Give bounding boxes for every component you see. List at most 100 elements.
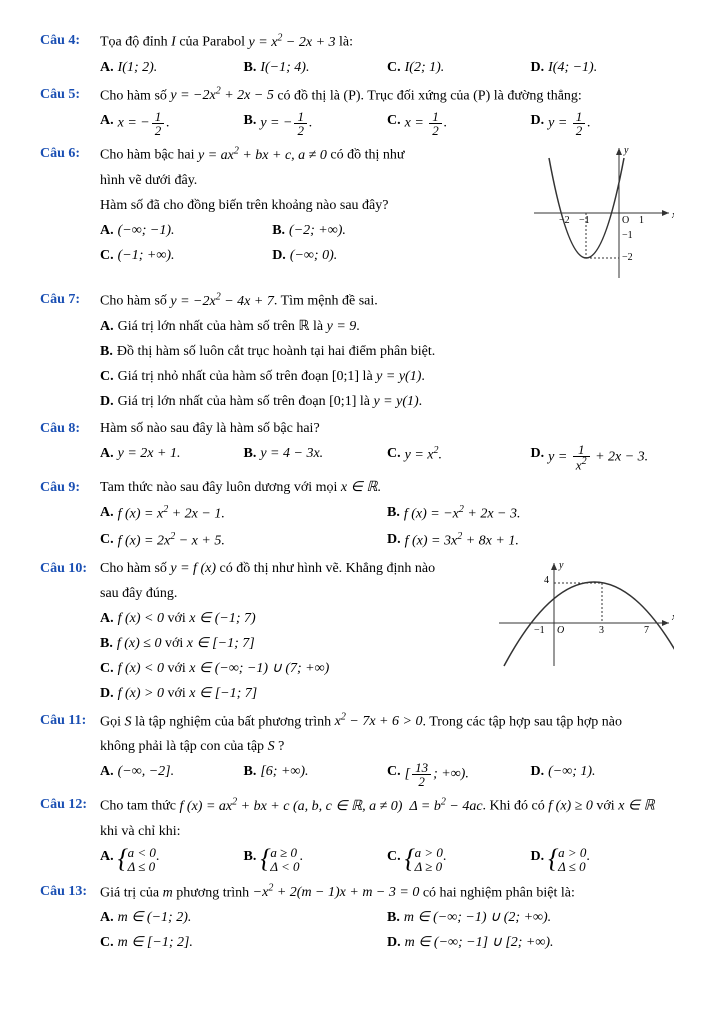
option-b: B.(−2; +∞).: [272, 220, 444, 241]
opt-label: D.: [531, 443, 545, 471]
option-b: B.[6; +∞).: [244, 761, 388, 788]
question-label: Câu 7:: [40, 289, 100, 310]
opt-text: [132; +∞).: [405, 761, 469, 788]
opt-text: y = −12.: [260, 110, 312, 137]
question-stem: Gọi S là tập nghiệm của bất phương trình…: [100, 710, 674, 733]
question-6: Câu 6: x y O −1 −2 1 −1 −2 Cho hàm bậc h…: [40, 143, 674, 283]
options: A.I(1; 2). B.I(−1; 4). C.I(2; 1). D.I(4;…: [100, 57, 674, 78]
option-c: C.f (x) < 0 với x ∈ (−∞; −1) ∪ (7; +∞): [100, 658, 486, 679]
question-5: Câu 5: Cho hàm số y = −2x2 + 2x − 5 có đ…: [40, 84, 674, 138]
question-4: Câu 4: Tọa độ đỉnh I của Parabol y = x2 …: [40, 30, 674, 78]
opt-label: D.: [387, 529, 401, 552]
opt-text: a ≥ 0Δ < 0: [260, 846, 299, 875]
math: S: [125, 714, 132, 729]
text: .: [421, 369, 425, 384]
option-d: D.f (x) = 3x2 + 8x + 1.: [387, 529, 674, 552]
text: của Parabol: [176, 35, 249, 50]
option-a: A.f (x) = x2 + 2x − 1.: [100, 502, 387, 525]
text: có đồ thị là (P). Trục đối xứng của (P) …: [274, 88, 582, 103]
opt-label: D.: [531, 846, 545, 875]
options: A.y = 2x + 1. B.y = 4 − 3x. C.y = x2. D.…: [100, 443, 674, 471]
question-body: x y O −1 3 7 4 Cho hàm số y = f (x) có đ…: [100, 558, 674, 704]
opt-label: C.: [387, 57, 401, 78]
options: A.f (x) = x2 + 2x − 1. B.f (x) = −x2 + 2…: [100, 502, 674, 551]
math: x ∈ ℝ: [341, 480, 378, 495]
opt-label: C.: [100, 529, 114, 552]
opt-text: y = 12.: [548, 110, 591, 137]
opt-label: A.: [100, 57, 114, 78]
opt-label: B.: [244, 57, 257, 78]
text: Cho hàm bậc hai: [100, 148, 198, 163]
opt-text: a > 0Δ ≤ 0: [548, 846, 586, 875]
opt-text: f (x) = x2 + 2x − 1.: [118, 502, 225, 525]
opt-label: D.: [531, 761, 545, 788]
opt-text: x = 12.: [405, 110, 448, 137]
opt-text: Giá trị lớn nhất của hàm số trên ℝ là y …: [118, 316, 360, 337]
text: .: [356, 319, 360, 334]
opt-label: A.: [100, 443, 114, 471]
opt-text: I(−1; 4).: [260, 57, 309, 78]
option-d: D.a > 0Δ ≤ 0.: [531, 846, 675, 875]
option-c: C. Giá trị nhỏ nhất của hàm số trên đoạn …: [100, 366, 674, 387]
option-a: A.(−∞; −1).: [100, 220, 272, 241]
math: x2 − 7x + 6 > 0: [335, 714, 423, 729]
text: . Trong các tập hợp sau tập hợp nào: [422, 714, 622, 729]
question-stem: Tam thức nào sau đây luôn dương với mọi …: [100, 477, 674, 498]
opt-label: D.: [531, 57, 545, 78]
opt-text: Giá trị nhỏ nhất của hàm số trên đoạn [0…: [118, 366, 425, 387]
question-8: Câu 8: Hàm số nào sau đây là hàm số bậc …: [40, 418, 674, 471]
option-a: A.I(1; 2).: [100, 57, 244, 78]
question-label: Câu 13:: [40, 881, 100, 902]
option-a: A.y = 2x + 1.: [100, 443, 244, 471]
option-b: B.f (x) = −x2 + 2x − 3.: [387, 502, 674, 525]
question-stem: Tọa độ đỉnh I của Parabol y = x2 − 2x + …: [100, 30, 674, 53]
opt-label: C.: [100, 366, 114, 387]
option-d: D.(−∞; 0).: [272, 245, 444, 266]
opt-label: C.: [387, 110, 401, 137]
question-body: Cho tam thức f (x) = ax2 + bx + c (a, b,…: [100, 794, 674, 874]
math: y = −2x2 − 4x + 7: [170, 294, 273, 309]
text: Giá trị nhỏ nhất của hàm số trên đoạn [0…: [118, 369, 377, 384]
opt-text: (−∞; 0).: [290, 245, 337, 266]
text: Tọa độ đỉnh: [100, 35, 171, 50]
opt-text: f (x) < 0 với x ∈ (−1; 7): [118, 608, 256, 629]
question-label: Câu 9:: [40, 477, 100, 498]
options: A.Giá trị lớn nhất của hàm số trên ℝ là …: [100, 316, 674, 412]
option-d: D.I(4; −1).: [531, 57, 675, 78]
opt-label: B.: [244, 761, 257, 788]
opt-label: C.: [100, 245, 114, 266]
option-d: D.y = 12.: [531, 110, 675, 137]
option-b: B.f (x) ≤ 0 với x ∈ [−1; 7]: [100, 633, 486, 654]
options: A.x = −12. B.y = −12. C.x = 12. D.y = 12…: [100, 110, 674, 137]
svg-text:x: x: [671, 210, 674, 221]
opt-text: y = x2.: [405, 443, 442, 471]
opt-label: D.: [100, 391, 114, 412]
option-a: A.Giá trị lớn nhất của hàm số trên ℝ là …: [100, 316, 674, 337]
opt-label: B.: [272, 220, 285, 241]
opt-text: f (x) = 3x2 + 8x + 1.: [405, 529, 519, 552]
text: .: [377, 480, 381, 495]
question-body: Cho hàm số y = −2x2 − 4x + 7. Tìm mệnh đ…: [100, 289, 674, 412]
question-body: x y O −1 −2 1 −1 −2 Cho hàm bậc hai y = …: [100, 143, 674, 283]
question-9: Câu 9: Tam thức nào sau đây luôn dương v…: [40, 477, 674, 551]
opt-text: y = 4 − 3x.: [260, 443, 323, 471]
svg-text:x: x: [671, 612, 674, 623]
question-label: Câu 11:: [40, 710, 100, 731]
option-b: B.Đồ thị hàm số luôn cắt trục hoành tại …: [100, 341, 674, 362]
opt-label: A.: [100, 110, 114, 137]
opt-label: B.: [387, 502, 400, 525]
option-c: C.(−1; +∞).: [100, 245, 272, 266]
question-label: Câu 10:: [40, 558, 100, 579]
math: f (x) = ax2 + bx + c (a, b, c ∈ ℝ, a ≠ 0…: [180, 799, 483, 814]
option-d: D.f (x) > 0 với x ∈ [−1; 7]: [100, 683, 486, 704]
opt-label: D.: [387, 932, 401, 953]
options: A.m ∈ (−1; 2). B.m ∈ (−∞; −1) ∪ (2; +∞).…: [100, 907, 674, 953]
math: m: [163, 885, 173, 900]
opt-text: m ∈ (−∞; −1] ∪ [2; +∞).: [405, 932, 554, 953]
question-label: Câu 12:: [40, 794, 100, 815]
option-b: B.m ∈ (−∞; −1) ∪ (2; +∞).: [387, 907, 674, 928]
question-12: Câu 12: Cho tam thức f (x) = ax2 + bx + …: [40, 794, 674, 874]
opt-label: C.: [100, 658, 114, 679]
question-7: Câu 7: Cho hàm số y = −2x2 − 4x + 7. Tìm…: [40, 289, 674, 412]
svg-text:−1: −1: [579, 215, 590, 226]
